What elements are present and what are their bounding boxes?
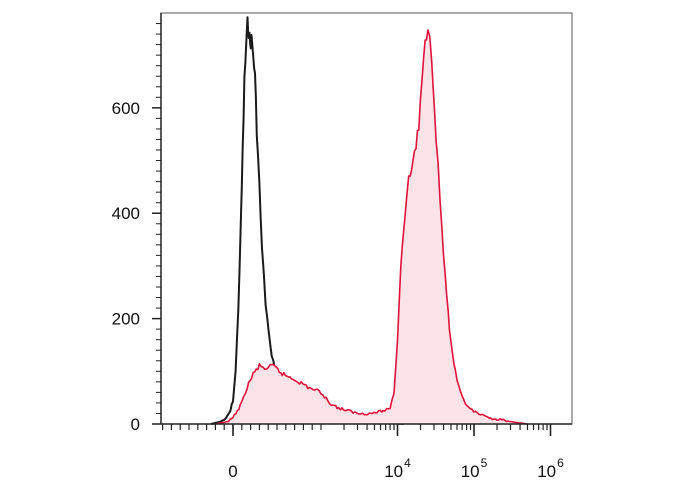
x-tick-label: 105 [461, 456, 488, 481]
x-tick-base: 10 [537, 462, 556, 481]
x-tick-exponent: 4 [404, 456, 411, 470]
x-tick-exponent: 5 [481, 456, 488, 470]
y-tick-labels: 0 200 400 600 [112, 99, 140, 434]
series-1-area [215, 30, 528, 424]
x-tick-exponent: 6 [557, 456, 564, 470]
series-1-line [215, 29, 528, 425]
x-tick-labels: 0 104 105 106 [228, 456, 564, 481]
x-tick-label: 0 [228, 462, 237, 481]
y-tick-label: 200 [112, 310, 140, 329]
x-tick-base: 10 [461, 462, 480, 481]
plot-frame [160, 12, 573, 425]
series-0-line [210, 16, 404, 425]
y-axis [152, 13, 162, 425]
y-tick-label: 400 [112, 204, 140, 223]
x-tick-label: 104 [384, 456, 411, 481]
y-tick-label: 600 [112, 99, 140, 118]
x-tick-base: 10 [384, 462, 403, 481]
x-tick-base: 0 [228, 462, 237, 481]
x-tick-label: 106 [537, 456, 564, 481]
y-tick-label: 0 [131, 415, 140, 434]
series-layer [210, 16, 528, 425]
x-axis [161, 423, 572, 436]
